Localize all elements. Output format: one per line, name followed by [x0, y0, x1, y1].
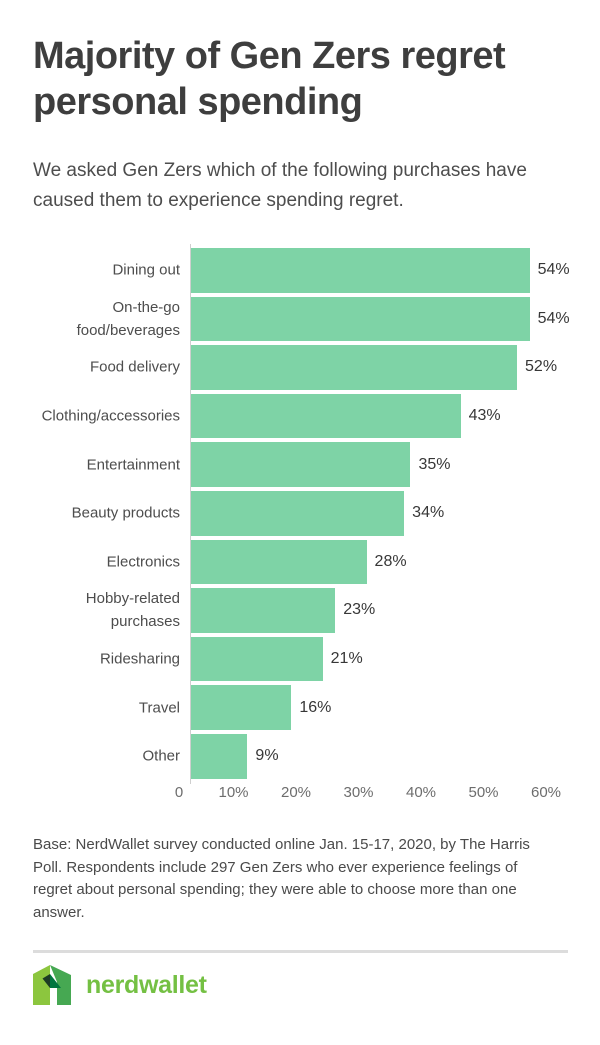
bar-row: Hobby-related purchases 23%: [33, 586, 568, 635]
x-tick-label: 30%: [343, 784, 374, 801]
bar-row: Dining out 54%: [33, 246, 570, 295]
value-label: 16%: [299, 698, 332, 716]
bar: [191, 733, 248, 779]
bar: [191, 588, 336, 633]
category-label: Hobby-related purchases: [85, 590, 180, 631]
value-label: 9%: [255, 747, 279, 765]
category-label: Travel: [138, 699, 180, 717]
category-label: Food delivery: [89, 358, 180, 376]
y-axis-line: [190, 244, 191, 784]
divider-line: [33, 950, 568, 953]
page-title: Majority of Gen Zers regret personal spe…: [33, 35, 506, 123]
value-label: 52%: [525, 358, 558, 376]
bar-row: Ridesharing 21%: [33, 635, 568, 684]
value-label: 21%: [330, 650, 363, 668]
brand-footer: nerdwallet: [33, 965, 568, 1005]
bar-row: Other 9%: [33, 732, 568, 781]
source-footnote: Base: NerdWallet survey conducted online…: [33, 836, 530, 921]
x-axis-ticks: 0 10% 20% 30% 40% 50% 60%: [33, 784, 568, 804]
bar: [191, 393, 461, 439]
x-tick-label: 20%: [280, 784, 312, 801]
bar: [191, 248, 530, 293]
x-tick-label: 60%: [530, 784, 562, 801]
bar: [191, 442, 411, 487]
bar-row: Food delivery 52%: [33, 343, 568, 392]
x-tick-label: 0: [174, 784, 184, 801]
bar: [191, 490, 405, 536]
value-label: 35%: [418, 455, 451, 473]
value-label: 23%: [343, 601, 376, 619]
bar-row: On-the-go food/beverages 54%: [33, 295, 570, 344]
bar: [191, 636, 323, 682]
bar-row: Beauty products 34%: [33, 489, 568, 538]
value-label: 28%: [374, 552, 407, 570]
bar: [191, 685, 292, 730]
x-tick-label: 50%: [468, 784, 499, 801]
bar-row: Entertainment 35%: [33, 440, 568, 489]
bar-row: Clothing/accessories 43%: [33, 392, 568, 441]
category-label: On-the-go food/beverages: [76, 298, 180, 339]
category-label: Dining out: [112, 261, 180, 279]
nerdwallet-wordmark: nerdwallet: [86, 970, 207, 999]
bar-row: Travel 16%: [33, 683, 568, 732]
chart-subtitle: We asked Gen Zers which of the following…: [33, 160, 527, 211]
bar-row: Electronics 28%: [33, 538, 568, 587]
x-tick-label: 40%: [405, 784, 437, 801]
nerdwallet-n-logo-icon: [33, 965, 71, 1005]
infographic: Majority of Gen Zers regret personal spe…: [0, 33, 600, 1005]
category-label: Beauty products: [71, 504, 180, 522]
category-label: Electronics: [106, 553, 180, 571]
category-label: Entertainment: [86, 456, 180, 474]
value-label: 54%: [537, 261, 570, 279]
category-label: Clothing/accessories: [41, 407, 180, 425]
value-label: 43%: [468, 407, 501, 425]
category-label: Other: [142, 747, 180, 765]
value-label: 54%: [537, 309, 570, 327]
category-label: Ridesharing: [99, 650, 180, 668]
bar: [191, 296, 530, 342]
bar: [191, 345, 518, 390]
x-tick-label: 10%: [218, 784, 249, 801]
bar-chart: Dining out 54% On-the-go food/beverages 54%…: [33, 244, 570, 804]
bar: [191, 539, 367, 585]
value-label: 34%: [412, 504, 445, 522]
